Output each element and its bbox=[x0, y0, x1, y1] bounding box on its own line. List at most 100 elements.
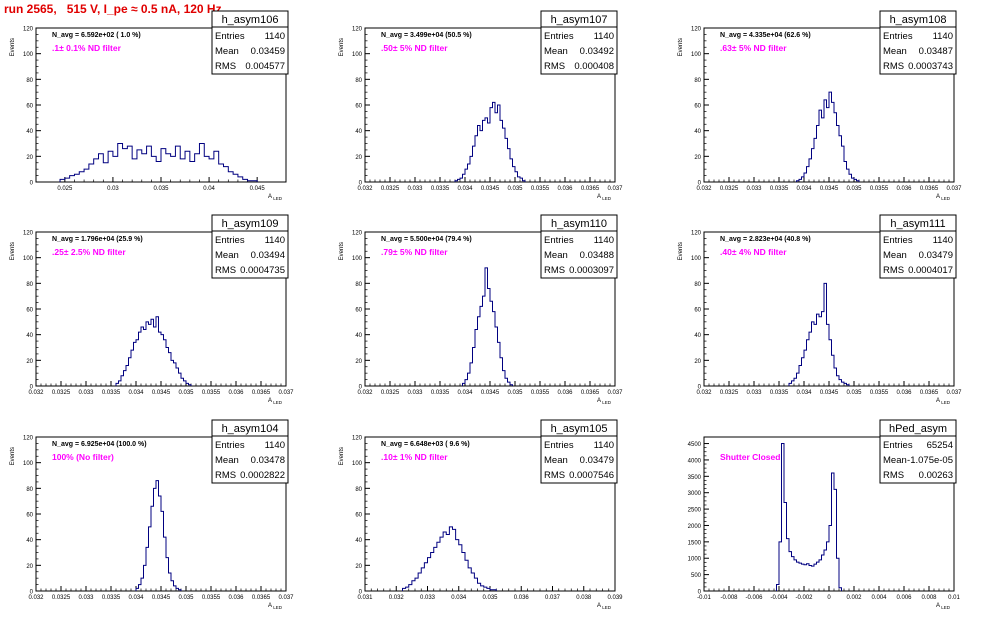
x-axis-label: A LED bbox=[597, 398, 612, 405]
stats-value: 65254 bbox=[927, 440, 953, 451]
x-tick-label: 0.033 bbox=[407, 390, 423, 396]
y-tick-label: 100 bbox=[691, 256, 702, 262]
stats-key: Mean bbox=[883, 250, 907, 261]
x-tick-label: 0.034 bbox=[796, 390, 812, 396]
x-tick-label: 0.032 bbox=[357, 186, 373, 192]
x-tick-label: 0.025 bbox=[57, 186, 73, 192]
x-axis-label-main: A bbox=[936, 194, 940, 200]
stats-box bbox=[211, 10, 289, 75]
x-tick-label: 0.035 bbox=[482, 595, 498, 601]
x-axis-label-sub: LED bbox=[940, 605, 951, 610]
stats-value: 0.03478 bbox=[251, 455, 285, 466]
x-tick-label: 0.036 bbox=[896, 186, 912, 192]
x-tick-label: 0.034 bbox=[457, 186, 473, 192]
y-tick-label: 120 bbox=[23, 27, 34, 33]
x-tick-label: 0.033 bbox=[407, 186, 423, 192]
x-tick-label: 0.033 bbox=[78, 390, 94, 396]
histogram-h_asym104: 0 20 40 60 80 100 120 0.032 0.0325 0.033 0.0335 0.0… bbox=[10, 419, 294, 610]
x-tick-label: 0.037 bbox=[278, 595, 294, 601]
histogram-hPed_asym: 0 500 1000 1500 2000 2500 3000 3500 4000 4500 -0.0… bbox=[688, 419, 960, 610]
y-tick-label: 120 bbox=[352, 27, 363, 33]
filter-label: 100% (No filter) bbox=[52, 452, 114, 462]
y-tick-label: 40 bbox=[26, 333, 33, 339]
x-tick-label: 0.0325 bbox=[381, 390, 400, 396]
y-tick-label: 80 bbox=[355, 78, 362, 84]
x-tick-label: 0.0365 bbox=[581, 390, 600, 396]
x-tick-label: 0.032 bbox=[28, 595, 44, 601]
y-tick-label: 20 bbox=[355, 564, 362, 570]
stats-value: 0.03494 bbox=[251, 250, 285, 261]
y-tick-label: 120 bbox=[352, 436, 363, 442]
y-tick-label: 0 bbox=[30, 590, 34, 596]
x-tick-label: 0.034 bbox=[451, 595, 467, 601]
x-tick-label: 0.0355 bbox=[531, 186, 550, 192]
y-axis-label: Events bbox=[339, 242, 345, 260]
stats-key: Entries bbox=[215, 440, 245, 451]
y-tick-label: 60 bbox=[26, 308, 33, 314]
stats-value: 0.0003743 bbox=[908, 61, 953, 72]
histogram-steps bbox=[454, 101, 526, 182]
x-tick-label: 0.038 bbox=[576, 595, 592, 601]
histogram-steps bbox=[402, 526, 497, 591]
navg-label: N_avg = 6.925e+04 (100.0 %) bbox=[52, 441, 147, 448]
x-tick-label: 0.036 bbox=[557, 186, 573, 192]
histogram-steps bbox=[796, 91, 860, 182]
stats-value: -1.075e-05 bbox=[907, 455, 953, 466]
x-axis-label-main: A bbox=[597, 603, 601, 609]
stats-key: RMS bbox=[215, 470, 236, 481]
x-tick-label: 0.035 bbox=[507, 390, 523, 396]
y-tick-label: 20 bbox=[355, 359, 362, 365]
stats-value: 0.03492 bbox=[580, 46, 614, 57]
x-tick-label: 0.0325 bbox=[381, 186, 400, 192]
stats-title: h_asym104 bbox=[222, 423, 279, 435]
x-tick-label: 0.032 bbox=[389, 595, 405, 601]
histogram-h_asym109: 0 20 40 60 80 100 120 0.032 0.0325 0.033 0.0335 0.0… bbox=[10, 214, 294, 405]
stats-key: Mean bbox=[544, 455, 568, 466]
filter-label: .63± 5% ND filter bbox=[720, 43, 787, 53]
x-tick-label: 0.034 bbox=[457, 390, 473, 396]
y-tick-label: 120 bbox=[691, 231, 702, 237]
stats-title: h_asym107 bbox=[551, 14, 608, 26]
stats-key: Entries bbox=[883, 31, 913, 42]
stats-value: 0.0007546 bbox=[569, 470, 614, 481]
x-axis-label-main: A bbox=[268, 194, 272, 200]
stats-box bbox=[879, 10, 957, 75]
stats-key: Mean bbox=[215, 250, 239, 261]
x-tick-label: 0.035 bbox=[507, 186, 523, 192]
x-tick-label: 0.036 bbox=[896, 390, 912, 396]
stats-value: 1140 bbox=[594, 440, 614, 451]
x-axis-label-sub: LED bbox=[272, 605, 283, 610]
stats-key: Entries bbox=[883, 235, 913, 246]
stats-key: Mean bbox=[544, 250, 568, 261]
y-tick-label: 80 bbox=[694, 282, 701, 288]
stats-value: 0.00263 bbox=[919, 470, 953, 481]
stats-value: 0.0004735 bbox=[240, 265, 285, 276]
stats-key: RMS bbox=[215, 61, 236, 72]
y-tick-label: 40 bbox=[355, 129, 362, 135]
x-axis-label: A LED bbox=[936, 603, 951, 610]
histogram-steps bbox=[776, 443, 842, 591]
x-axis-label: A LED bbox=[268, 194, 283, 201]
y-tick-label: 100 bbox=[352, 461, 363, 467]
histogram-steps bbox=[115, 316, 192, 386]
stats-key: RMS bbox=[215, 265, 236, 276]
y-tick-label: 100 bbox=[691, 52, 702, 58]
x-axis-label-sub: LED bbox=[940, 196, 951, 201]
x-axis-label-main: A bbox=[268, 603, 272, 609]
stats-box bbox=[879, 214, 957, 279]
stats-value: 0.0003097 bbox=[569, 265, 614, 276]
x-axis-label: A LED bbox=[936, 398, 951, 405]
x-tick-label: 0.0345 bbox=[152, 390, 171, 396]
navg-label: N_avg = 6.592e+02 ( 1.0 %) bbox=[52, 32, 141, 39]
stats-key: Entries bbox=[544, 440, 574, 451]
y-tick-label: 120 bbox=[691, 27, 702, 33]
y-tick-label: 60 bbox=[355, 104, 362, 110]
y-tick-label: 0 bbox=[698, 385, 702, 391]
x-tick-label: 0.031 bbox=[357, 595, 373, 601]
filter-label: .25± 2.5% ND filter bbox=[52, 247, 126, 257]
stats-title: h_asym108 bbox=[890, 14, 947, 26]
x-tick-label: 0.0335 bbox=[102, 390, 121, 396]
y-tick-label: 120 bbox=[23, 231, 34, 237]
histogram-steps bbox=[135, 480, 182, 591]
x-tick-label: 0.036 bbox=[557, 390, 573, 396]
